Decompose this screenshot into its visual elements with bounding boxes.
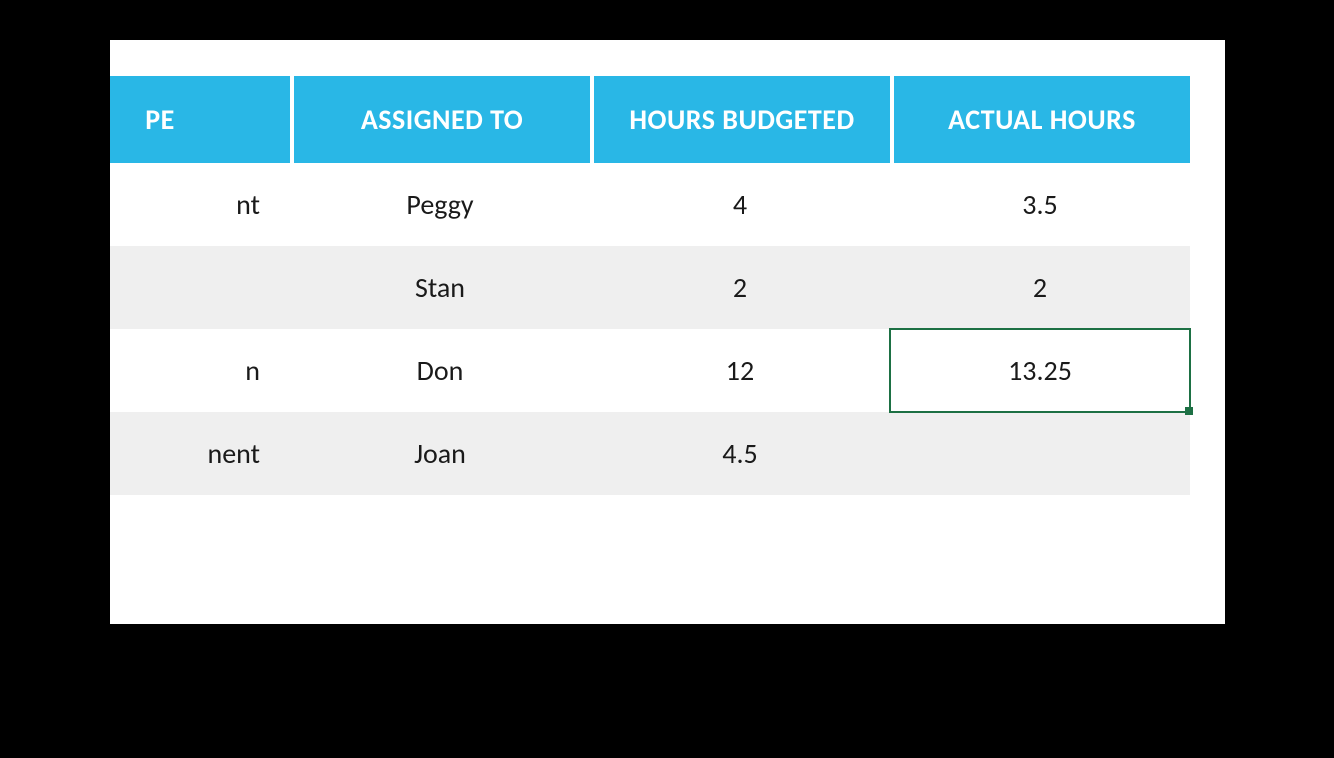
- cell-assigned[interactable]: Joan: [290, 412, 590, 495]
- cell-actual[interactable]: 3.5: [890, 163, 1190, 246]
- cell-type[interactable]: nent: [110, 412, 290, 495]
- table-header-row: PE ASSIGNED TO HOURS BUDGETED ACTUAL HOU…: [110, 76, 1190, 163]
- cell-budget[interactable]: [590, 495, 890, 577]
- cell-type[interactable]: [110, 495, 290, 577]
- cell-budget[interactable]: 4.5: [590, 412, 890, 495]
- cell-assigned[interactable]: Don: [290, 329, 590, 412]
- cell-actual[interactable]: 13.25: [890, 329, 1190, 412]
- cell-type[interactable]: nt: [110, 163, 290, 246]
- table-row: [110, 495, 1190, 577]
- data-table: PE ASSIGNED TO HOURS BUDGETED ACTUAL HOU…: [110, 76, 1190, 577]
- table-card: PE ASSIGNED TO HOURS BUDGETED ACTUAL HOU…: [110, 40, 1225, 624]
- table-row: nt Peggy 4 3.5: [110, 163, 1190, 246]
- table-row: Stan 2 2: [110, 246, 1190, 329]
- cell-assigned[interactable]: Stan: [290, 246, 590, 329]
- col-header-actual[interactable]: ACTUAL HOURS: [890, 76, 1190, 163]
- cell-type[interactable]: n: [110, 329, 290, 412]
- table-wrap: PE ASSIGNED TO HOURS BUDGETED ACTUAL HOU…: [110, 76, 1190, 577]
- col-header-budget[interactable]: HOURS BUDGETED: [590, 76, 890, 163]
- col-header-assigned[interactable]: ASSIGNED TO: [290, 76, 590, 163]
- cell-assigned[interactable]: [290, 495, 590, 577]
- cell-assigned[interactable]: Peggy: [290, 163, 590, 246]
- cell-type[interactable]: [110, 246, 290, 329]
- table-row: nent Joan 4.5: [110, 412, 1190, 495]
- cell-actual[interactable]: [890, 495, 1190, 577]
- cell-budget[interactable]: 12: [590, 329, 890, 412]
- cell-budget[interactable]: 4: [590, 163, 890, 246]
- table-row: n Don 12 13.25: [110, 329, 1190, 412]
- cell-actual[interactable]: 2: [890, 246, 1190, 329]
- col-header-type[interactable]: PE: [110, 76, 290, 163]
- cell-actual[interactable]: [890, 412, 1190, 495]
- cell-budget[interactable]: 2: [590, 246, 890, 329]
